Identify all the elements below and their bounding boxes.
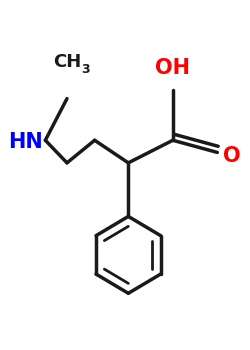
- Text: OH: OH: [155, 58, 190, 78]
- Text: HN: HN: [8, 132, 43, 152]
- Text: 3: 3: [82, 63, 90, 76]
- Text: CH: CH: [53, 53, 81, 71]
- Text: O: O: [223, 146, 241, 166]
